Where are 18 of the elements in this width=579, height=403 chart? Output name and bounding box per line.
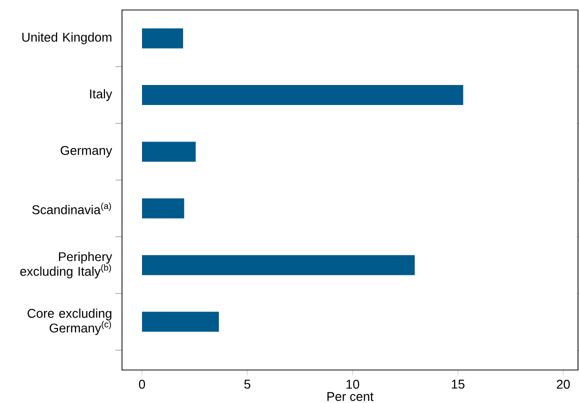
x-tick-label: 0: [138, 380, 146, 389]
x-tick-label: 10: [346, 380, 360, 389]
x-tick-label: 20: [556, 380, 570, 389]
x-axis-title: Per cent: [327, 392, 374, 401]
bar: [142, 255, 415, 276]
bar: [142, 142, 196, 162]
bar: [142, 85, 464, 106]
bar: [142, 312, 219, 332]
y-tick-label: Periphery excluding Italy$^{(b)}$: [20, 252, 112, 278]
y-tick-label: Germany: [60, 146, 112, 158]
y-tick-label: Scandinavia$^{(a)}$: [32, 202, 111, 214]
x-tick-label: 15: [452, 380, 464, 389]
x-tick-label: 5: [244, 380, 250, 389]
bar: [142, 28, 184, 48]
y-tick-label: Italy: [90, 89, 112, 101]
bar: [142, 198, 184, 218]
y-tick-label: United Kingdom: [22, 32, 112, 44]
y-tick-label: Core excluding Germany$^{(c)}$: [28, 308, 112, 336]
